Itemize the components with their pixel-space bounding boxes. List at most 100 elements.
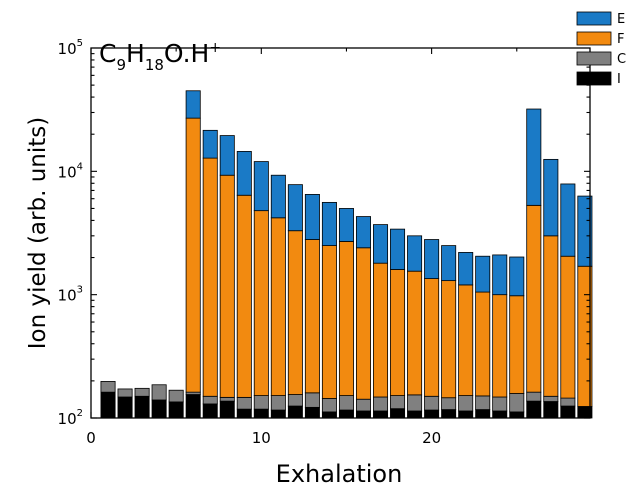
bar-C-x26 — [526, 391, 542, 402]
bar-F-x16 — [355, 247, 371, 400]
bar-C-x7 — [202, 395, 218, 405]
bar-I-x21 — [441, 409, 457, 419]
y-tick-label: 103 — [58, 285, 83, 305]
bar-I-x23 — [475, 409, 491, 419]
bar-C-x13 — [304, 392, 320, 408]
bar-I-x26 — [526, 400, 542, 419]
bar-F-x8 — [219, 174, 235, 398]
bar-I-x14 — [321, 411, 337, 419]
bar-I-x22 — [458, 410, 474, 419]
bars-group — [100, 90, 593, 419]
bar-I-x19 — [407, 410, 423, 419]
bar-F-x14 — [321, 245, 337, 399]
bar-I-x9 — [236, 408, 252, 419]
x-tick-label: 0 — [86, 429, 96, 447]
bar-C-x5 — [168, 389, 184, 403]
bar-C-x8 — [219, 396, 235, 402]
bar-I-x24 — [492, 410, 508, 419]
bar-E-x9 — [236, 151, 252, 196]
bar-C-x17 — [373, 396, 389, 412]
bar-F-x17 — [373, 262, 389, 398]
bar-C-x11 — [270, 395, 286, 411]
y-axis-label: Ion yield (arb. units) — [25, 117, 51, 349]
bar-C-x25 — [509, 393, 525, 413]
bar-F-x20 — [424, 278, 440, 397]
bar-F-x9 — [236, 194, 252, 398]
bar-I-x3 — [134, 395, 150, 419]
bar-I-x12 — [287, 405, 303, 419]
x-tick-label: 20 — [422, 429, 441, 447]
bar-E-x22 — [458, 252, 474, 286]
bar-C-x16 — [355, 398, 371, 412]
bar-E-x17 — [373, 224, 389, 264]
bar-E-x12 — [287, 184, 303, 232]
bar-E-x7 — [202, 129, 218, 159]
bar-I-x28 — [560, 405, 576, 419]
bar-I-x16 — [355, 410, 371, 419]
bar-F-x15 — [338, 241, 354, 396]
legend-label-E: E — [617, 12, 625, 27]
bar-I-x11 — [270, 409, 286, 419]
y-tick-label: 102 — [58, 408, 83, 428]
bar-E-x6 — [185, 90, 201, 119]
bar-E-x15 — [338, 208, 354, 242]
bar-E-x19 — [407, 235, 423, 272]
bar-C-x14 — [321, 398, 337, 413]
bar-F-x7 — [202, 157, 218, 397]
bar-E-x16 — [355, 216, 371, 249]
bar-I-x27 — [543, 401, 559, 419]
legend-label-I: I — [617, 72, 621, 87]
bar-C-x19 — [407, 394, 423, 412]
bar-F-x28 — [560, 255, 576, 399]
bar-I-x1 — [100, 391, 116, 419]
x-tick-label: 10 — [252, 429, 271, 447]
bar-F-x19 — [407, 270, 423, 396]
bar-E-x18 — [390, 228, 406, 270]
bar-I-x8 — [219, 400, 235, 419]
bar-C-x1 — [100, 381, 116, 393]
bar-E-x14 — [321, 201, 337, 246]
legend-swatch-F — [576, 31, 612, 46]
bar-E-x25 — [509, 256, 525, 297]
bar-C-x18 — [390, 395, 406, 410]
legend-swatch-C — [576, 51, 612, 66]
bar-C-x20 — [424, 395, 440, 411]
bar-E-x11 — [270, 174, 286, 219]
bar-C-x23 — [475, 395, 491, 410]
bar-E-x29 — [577, 195, 593, 267]
bar-E-x24 — [492, 254, 508, 296]
bar-C-x15 — [338, 395, 354, 411]
legend-label-C: C — [617, 52, 626, 67]
bar-E-x21 — [441, 245, 457, 282]
bar-C-x21 — [441, 397, 457, 410]
bar-F-x6 — [185, 117, 201, 393]
bar-C-x12 — [287, 394, 303, 407]
bar-F-x12 — [287, 230, 303, 395]
bar-F-x22 — [458, 284, 474, 396]
bar-E-x20 — [424, 239, 440, 279]
bar-E-x10 — [253, 161, 269, 212]
legend-swatch-I — [576, 71, 612, 86]
bar-E-x28 — [560, 183, 576, 257]
bar-F-x25 — [509, 295, 525, 394]
legend-label-F: F — [617, 32, 624, 47]
bar-F-x13 — [304, 239, 320, 394]
bar-E-x26 — [526, 108, 542, 206]
bar-I-x2 — [117, 396, 133, 419]
bar-C-x22 — [458, 395, 474, 412]
y-tick-label: 104 — [58, 161, 83, 181]
bar-I-x18 — [390, 408, 406, 419]
bar-C-x4 — [151, 384, 167, 401]
bar-E-x13 — [304, 194, 320, 240]
bar-C-x27 — [543, 395, 559, 402]
bar-F-x10 — [253, 210, 269, 396]
bar-C-x24 — [492, 396, 508, 412]
bar-I-x7 — [202, 403, 218, 419]
x-ticks-group: 0 10 20 — [86, 48, 518, 447]
bar-E-x23 — [475, 255, 491, 293]
bar-I-x17 — [373, 410, 389, 419]
plot-area-frame — [90, 47, 591, 419]
bar-E-x27 — [543, 158, 559, 237]
bar-F-x27 — [543, 235, 559, 397]
